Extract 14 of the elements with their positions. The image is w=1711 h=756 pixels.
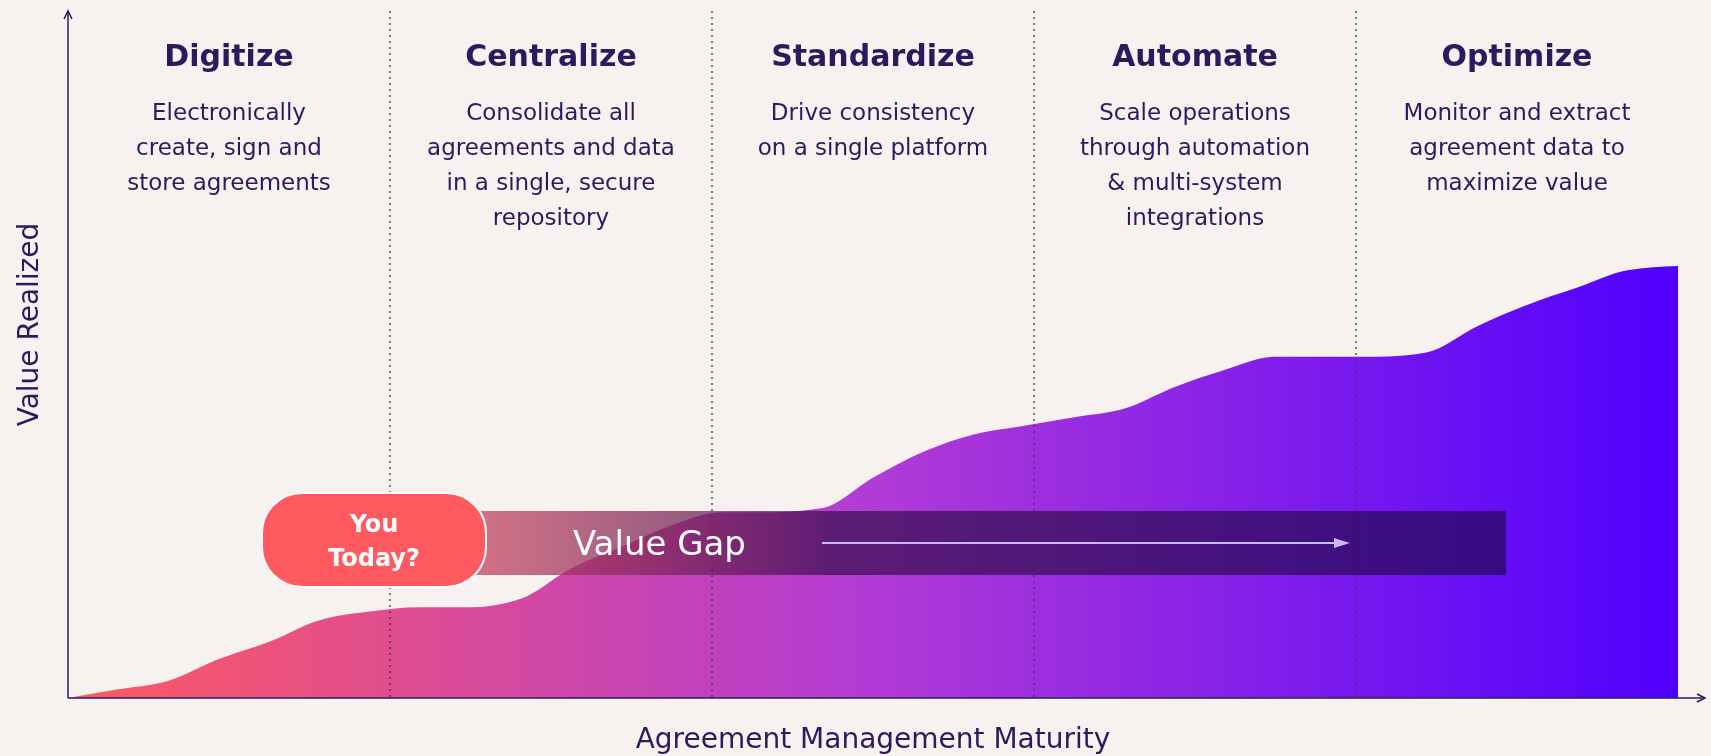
text: Digitize (164, 38, 294, 73)
text: Optimize (1441, 38, 1593, 73)
text: Automate (1112, 38, 1278, 73)
annotation: Value Gap (573, 523, 746, 563)
text: Standardize (771, 38, 975, 73)
text: Monitor and extract agreement data to maximize value (1403, 99, 1631, 195)
x-axis-title: Agreement Management Maturity (635, 722, 1111, 755)
text: Centralize (465, 38, 637, 73)
text: Consolidate all agreements and data in a single, secure repository (427, 99, 675, 230)
text: Electronically create, sign and store agreements (127, 99, 331, 195)
text: Drive consistency on a single platform (757, 99, 989, 160)
annotation: You Today? (328, 510, 420, 572)
text: Scale operations through automation & multi-system integrations (1080, 99, 1310, 230)
y-axis-title: Value Realized (12, 222, 45, 427)
